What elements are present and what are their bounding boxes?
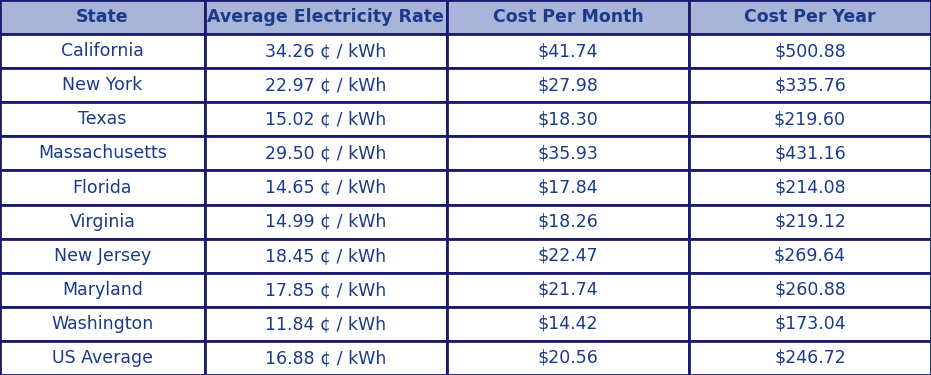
Bar	[689, 341, 931, 375]
Text: Massachusetts: Massachusetts	[38, 144, 167, 162]
Bar	[447, 34, 689, 68]
Text: California: California	[61, 42, 144, 60]
Bar	[205, 341, 447, 375]
Text: $500.88: $500.88	[774, 42, 846, 60]
Text: $35.93: $35.93	[537, 144, 599, 162]
Text: Florida: Florida	[73, 178, 132, 196]
Bar	[0, 136, 205, 171]
Text: $22.47: $22.47	[537, 247, 599, 265]
Text: 34.26 ¢ / kWh: 34.26 ¢ / kWh	[265, 42, 386, 60]
Bar	[0, 102, 205, 136]
Text: $14.42: $14.42	[538, 315, 598, 333]
Text: 18.45 ¢ / kWh: 18.45 ¢ / kWh	[265, 247, 386, 265]
Text: State: State	[76, 8, 128, 26]
Bar	[689, 171, 931, 204]
Bar	[205, 204, 447, 238]
Text: $246.72: $246.72	[774, 349, 846, 367]
Bar	[205, 0, 447, 34]
Text: $260.88: $260.88	[774, 281, 846, 299]
Text: $335.76: $335.76	[774, 76, 846, 94]
Bar	[689, 307, 931, 341]
Bar	[689, 34, 931, 68]
Text: 11.84 ¢ / kWh: 11.84 ¢ / kWh	[265, 315, 386, 333]
Text: $20.56: $20.56	[537, 349, 599, 367]
Bar	[0, 171, 205, 204]
Bar	[205, 171, 447, 204]
Text: $269.64: $269.64	[774, 247, 846, 265]
Text: Texas: Texas	[78, 110, 127, 128]
Bar	[0, 68, 205, 102]
Bar	[689, 136, 931, 171]
Bar	[447, 136, 689, 171]
Bar	[689, 204, 931, 238]
Text: 17.85 ¢ / kWh: 17.85 ¢ / kWh	[265, 281, 386, 299]
Bar	[0, 341, 205, 375]
Bar	[447, 204, 689, 238]
Text: New Jersey: New Jersey	[54, 247, 151, 265]
Text: $219.12: $219.12	[774, 213, 846, 231]
Bar	[447, 273, 689, 307]
Bar	[0, 238, 205, 273]
Text: $18.30: $18.30	[537, 110, 599, 128]
Text: 14.65 ¢ / kWh: 14.65 ¢ / kWh	[265, 178, 386, 196]
Bar	[447, 102, 689, 136]
Bar	[689, 0, 931, 34]
Bar	[447, 171, 689, 204]
Text: 14.99 ¢ / kWh: 14.99 ¢ / kWh	[265, 213, 386, 231]
Bar	[205, 34, 447, 68]
Bar	[447, 238, 689, 273]
Text: $431.16: $431.16	[774, 144, 846, 162]
Text: Virginia: Virginia	[70, 213, 135, 231]
Bar	[447, 0, 689, 34]
Bar	[0, 307, 205, 341]
Text: 15.02 ¢ / kWh: 15.02 ¢ / kWh	[265, 110, 386, 128]
Text: Washington: Washington	[51, 315, 154, 333]
Bar	[0, 204, 205, 238]
Bar	[447, 68, 689, 102]
Text: $17.84: $17.84	[537, 178, 599, 196]
Bar	[689, 68, 931, 102]
Text: 22.97 ¢ / kWh: 22.97 ¢ / kWh	[265, 76, 386, 94]
Bar	[0, 34, 205, 68]
Bar	[0, 273, 205, 307]
Text: $41.74: $41.74	[538, 42, 598, 60]
Bar	[689, 102, 931, 136]
Text: Cost Per Month: Cost Per Month	[492, 8, 643, 26]
Bar	[205, 238, 447, 273]
Bar	[689, 238, 931, 273]
Text: Maryland: Maryland	[62, 281, 142, 299]
Text: 29.50 ¢ / kWh: 29.50 ¢ / kWh	[265, 144, 386, 162]
Bar	[205, 307, 447, 341]
Bar	[447, 341, 689, 375]
Text: Average Electricity Rate: Average Electricity Rate	[208, 8, 444, 26]
Text: Cost Per Year: Cost Per Year	[744, 8, 876, 26]
Text: 16.88 ¢ / kWh: 16.88 ¢ / kWh	[265, 349, 386, 367]
Text: $21.74: $21.74	[537, 281, 599, 299]
Text: $219.60: $219.60	[774, 110, 846, 128]
Bar	[447, 307, 689, 341]
Bar	[205, 273, 447, 307]
Bar	[689, 273, 931, 307]
Text: New York: New York	[62, 76, 142, 94]
Text: $27.98: $27.98	[537, 76, 599, 94]
Bar	[205, 102, 447, 136]
Text: $18.26: $18.26	[537, 213, 599, 231]
Text: $214.08: $214.08	[775, 178, 845, 196]
Text: US Average: US Average	[52, 349, 153, 367]
Text: $173.04: $173.04	[775, 315, 845, 333]
Bar	[205, 136, 447, 171]
Bar	[0, 0, 205, 34]
Bar	[205, 68, 447, 102]
